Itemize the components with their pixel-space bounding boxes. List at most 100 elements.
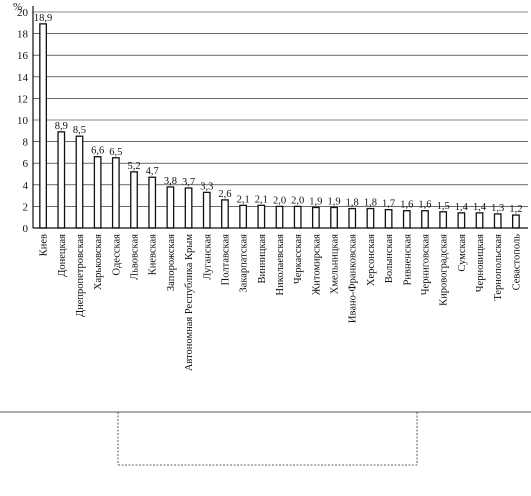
bar bbox=[202, 191, 211, 229]
bar bbox=[402, 210, 411, 229]
bar bbox=[275, 205, 284, 229]
category-label: Ривненская bbox=[402, 234, 413, 286]
bar bbox=[348, 207, 357, 229]
data-label: 6,5 bbox=[109, 147, 122, 158]
bar bbox=[384, 208, 393, 229]
category-label: Харьковская bbox=[93, 234, 104, 290]
category-label: Волынская bbox=[384, 234, 395, 283]
bar bbox=[493, 213, 502, 229]
y-tick-label: 16 bbox=[17, 50, 29, 62]
bar bbox=[311, 206, 320, 229]
data-label: 1,4 bbox=[473, 202, 487, 213]
data-label: 2,0 bbox=[273, 195, 286, 206]
category-label: Днепропетровская bbox=[75, 234, 86, 317]
bar bbox=[512, 214, 520, 229]
data-label: 1,3 bbox=[491, 203, 504, 214]
bar-chart: 0 2 4 6 8 10 12 14 16 18 20 18,9 8,9 8,5 6,6 6,5 5,2 4,7… bbox=[13, 1, 528, 372]
bar bbox=[111, 157, 120, 229]
bar bbox=[457, 212, 466, 229]
category-label: Николаевская bbox=[275, 234, 286, 296]
bar bbox=[475, 212, 484, 229]
data-label: 8,5 bbox=[73, 125, 86, 136]
data-label: 3,7 bbox=[182, 177, 195, 188]
category-label: Донецкая bbox=[57, 234, 68, 277]
bar bbox=[239, 204, 248, 229]
category-label: Ивано-Франковская bbox=[348, 234, 359, 323]
data-label: 4,7 bbox=[146, 166, 159, 177]
y-tick-label: 4 bbox=[23, 180, 29, 192]
category-label: Луганская bbox=[202, 234, 213, 280]
data-label: 1,4 bbox=[455, 202, 469, 213]
data-label: 2,0 bbox=[291, 195, 304, 206]
bar bbox=[39, 23, 47, 229]
category-label: Черкасская bbox=[293, 234, 304, 284]
bar bbox=[148, 176, 157, 229]
data-label: 1,7 bbox=[382, 199, 395, 210]
y-tick-label: 18 bbox=[17, 29, 29, 41]
bar bbox=[330, 206, 338, 229]
bar bbox=[166, 186, 175, 229]
data-label: 2,6 bbox=[218, 189, 231, 200]
data-label: 3,3 bbox=[200, 181, 213, 192]
data-label: 2,1 bbox=[255, 194, 268, 205]
y-tick-label: 2 bbox=[23, 201, 29, 213]
category-label: Житомирская bbox=[311, 234, 322, 295]
bar bbox=[93, 156, 102, 229]
category-label: Автономная Республика Крым bbox=[184, 234, 195, 372]
bar bbox=[293, 205, 302, 229]
bar bbox=[421, 210, 429, 229]
category-label: Закарпатская bbox=[239, 234, 250, 293]
bar bbox=[75, 135, 84, 229]
data-label: 1,9 bbox=[327, 196, 340, 207]
bar bbox=[57, 131, 66, 229]
category-label: Полтавская bbox=[220, 234, 231, 285]
category-label: Киевская bbox=[148, 234, 159, 275]
data-label: 2,1 bbox=[237, 194, 250, 205]
bar bbox=[439, 211, 448, 229]
bar bbox=[366, 207, 375, 229]
data-label: 1,9 bbox=[309, 196, 322, 207]
y-axis-unit-label: % bbox=[13, 1, 22, 13]
bar bbox=[257, 204, 266, 229]
category-label: Севастополь bbox=[511, 234, 522, 291]
y-tick-label: 14 bbox=[17, 72, 29, 84]
data-label: 1,8 bbox=[346, 198, 359, 209]
data-label: 5,2 bbox=[127, 161, 140, 172]
data-label: 1,6 bbox=[400, 200, 413, 211]
y-tick-label: 12 bbox=[17, 93, 28, 105]
data-label: 18,9 bbox=[34, 13, 52, 24]
bar bbox=[221, 199, 229, 229]
data-label: 1,2 bbox=[509, 204, 522, 215]
y-tick-label: 8 bbox=[23, 137, 29, 149]
data-label: 8,9 bbox=[55, 121, 68, 132]
category-label: Хмельницкая bbox=[330, 234, 341, 294]
data-labels: 18,9 8,9 8,5 6,6 6,5 5,2 4,7 3,8 3,7 3,3 2,6 2,1 2,1… bbox=[34, 13, 523, 215]
category-label: Черниговская bbox=[420, 234, 431, 295]
category-label: Запорожская bbox=[166, 234, 177, 291]
y-tick-label: 6 bbox=[23, 158, 29, 170]
category-label: Львовская bbox=[130, 234, 141, 280]
category-label: Херсонская bbox=[366, 234, 377, 286]
bars bbox=[39, 23, 520, 229]
category-labels: Киев Донецкая Днепропетровская Харьковская О… bbox=[39, 234, 523, 372]
bar bbox=[130, 171, 138, 229]
data-label: 1,5 bbox=[437, 201, 450, 212]
category-label: Тернопольская bbox=[493, 234, 504, 301]
y-tick-label: 20 bbox=[17, 7, 29, 19]
category-label: Кировоградская bbox=[439, 234, 450, 306]
bar bbox=[184, 187, 193, 229]
data-label: 3,8 bbox=[164, 176, 177, 187]
category-label: Киев bbox=[39, 234, 50, 256]
category-label: Сумская bbox=[457, 234, 468, 272]
y-tick-label: 0 bbox=[23, 223, 29, 235]
table-frame-lines bbox=[0, 411, 531, 466]
data-label: 6,6 bbox=[91, 146, 104, 157]
data-label: 1,8 bbox=[364, 198, 377, 209]
grid-lines bbox=[33, 11, 528, 207]
category-label: Одесская bbox=[111, 234, 122, 276]
y-axis-ticks: 0 2 4 6 8 10 12 14 16 18 20 bbox=[17, 7, 29, 235]
category-label: Винницкая bbox=[257, 234, 268, 284]
y-tick-label: 10 bbox=[17, 115, 29, 127]
category-label: Черновицкая bbox=[475, 234, 486, 292]
data-label: 1,6 bbox=[418, 200, 431, 211]
